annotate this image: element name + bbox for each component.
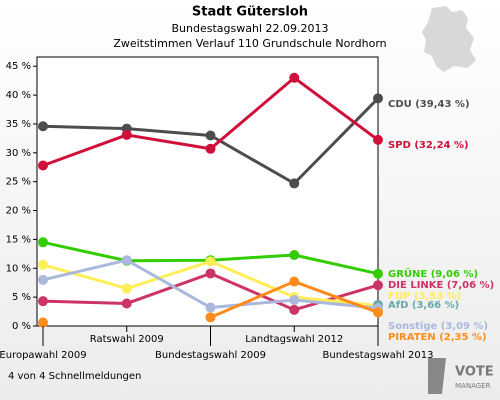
data-point — [38, 274, 48, 285]
series-label: GRÜNE (9,06 %) — [388, 266, 478, 280]
y-tick-label: 45 % — [6, 61, 31, 72]
series-label: SPD (32,24 %) — [388, 140, 469, 151]
y-tick-label: 10 % — [6, 263, 31, 274]
data-point — [205, 268, 216, 279]
data-point — [373, 268, 383, 279]
y-tick-label: 15 % — [6, 234, 31, 245]
x-tick-label: Bundestagswahl 2009 — [155, 350, 266, 361]
chart-subtitle: Bundestagswahl 22.09.2013 — [172, 22, 329, 35]
series-label: Sonstige (3,09 %) — [388, 321, 488, 332]
vote-manager-logo: VOTE MANAGER — [428, 358, 494, 394]
series-label: DIE LINKE (7,06 %) — [388, 280, 494, 291]
data-point — [289, 178, 300, 189]
data-point — [38, 259, 48, 270]
svg-text:VOTE: VOTE — [455, 365, 494, 380]
data-point — [289, 304, 300, 315]
data-point — [373, 307, 383, 318]
data-point — [289, 276, 300, 287]
chart-subtitle-2: Zweitstimmen Verlauf 110 Grundschule Nor… — [113, 37, 386, 50]
x-tick-label: Landtagswahl 2012 — [245, 334, 343, 345]
data-point — [373, 93, 383, 104]
data-point — [373, 134, 383, 145]
data-point — [121, 255, 132, 266]
data-point — [289, 249, 300, 260]
y-tick-label: 30 % — [6, 148, 31, 159]
data-point — [289, 72, 300, 83]
data-point — [38, 160, 48, 171]
data-point — [121, 283, 132, 294]
x-tick-label: Europawahl 2009 — [0, 350, 87, 361]
data-point — [205, 312, 216, 323]
plot-area — [36, 56, 379, 327]
data-point — [205, 256, 216, 267]
series-label: PIRATEN (2,35 %) — [388, 332, 487, 343]
y-tick-label: 35 % — [6, 119, 31, 130]
y-tick-label: 25 % — [6, 177, 31, 188]
y-tick-label: 20 % — [6, 206, 31, 217]
data-point — [38, 296, 48, 307]
data-point — [205, 302, 216, 313]
footer: 4 von 4 Schnellmeldungen — [8, 371, 141, 382]
data-point — [121, 298, 132, 309]
marks — [38, 72, 383, 328]
data-point — [38, 317, 48, 328]
data-point — [289, 295, 300, 306]
y-tick-label: 5 % — [12, 292, 31, 303]
data-point — [373, 280, 383, 291]
data-point — [38, 237, 48, 248]
x-tick-label: Ratswahl 2009 — [90, 334, 164, 345]
x-tick-label: Bundestagswahl 2013 — [323, 350, 434, 361]
series-label: CDU (39,43 %) — [388, 99, 470, 110]
y-tick-label: 40 % — [6, 90, 31, 101]
data-point — [205, 143, 216, 154]
y-tick-label: 0 % — [12, 321, 31, 332]
data-point — [205, 130, 216, 141]
series-label: AfD (3,66 %) — [388, 300, 459, 311]
data-point — [121, 129, 132, 140]
series-label: FDP (3,53 %) — [388, 291, 461, 302]
data-point — [38, 121, 48, 132]
svg-text:MANAGER: MANAGER — [455, 382, 491, 390]
map-icon — [422, 6, 476, 72]
chart-title: Stadt Gütersloh — [192, 5, 308, 20]
